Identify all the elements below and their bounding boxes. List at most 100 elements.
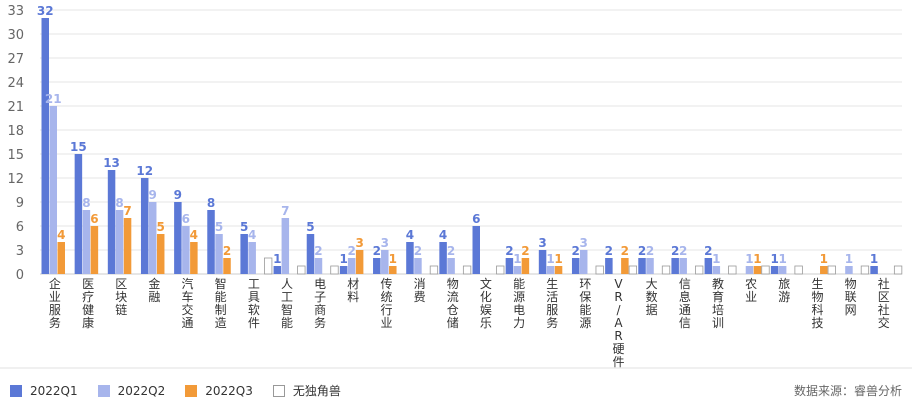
x-category-label: 传统行业 xyxy=(380,276,392,330)
bar-2022q2 xyxy=(579,250,588,274)
bar-value-label: 2 xyxy=(521,244,529,258)
bar-value-label: 7 xyxy=(281,204,289,218)
bar-无独角兽 xyxy=(661,265,671,275)
data-source: 数据来源：睿兽分析 xyxy=(793,384,902,398)
bar-2022q3 xyxy=(753,266,762,274)
bar-2022q2 xyxy=(679,258,687,274)
y-tick-label: 18 xyxy=(7,124,24,139)
bar-2022q2 xyxy=(115,210,124,274)
bar-value-label: 1 xyxy=(554,252,562,266)
bar-value-label: 1 xyxy=(753,252,761,266)
y-tick-label: 30 xyxy=(7,28,24,43)
bar-value-label: 2 xyxy=(347,244,355,258)
x-category-label: 电子商务 xyxy=(314,277,326,330)
x-category-label: 企业服务 xyxy=(49,276,61,330)
bar-value-label: 1 xyxy=(513,252,521,266)
bar-无独角兽 xyxy=(695,265,704,275)
bar-value-label: 1 xyxy=(339,252,347,266)
bar-2022q3 xyxy=(156,234,165,274)
bar-2022q2 xyxy=(745,266,754,274)
bar-2022q2 xyxy=(215,234,223,274)
bar-无独角兽 xyxy=(462,265,472,275)
legend-item-no-unicorn: 无独角兽 xyxy=(272,382,341,399)
bar-无独角兽 xyxy=(728,265,737,275)
bar-value-label: 2 xyxy=(621,244,629,258)
legend-item-2022q1: 2022Q1 xyxy=(10,384,78,398)
legend-swatch-no-unicorn xyxy=(272,384,285,397)
x-category-label: 环保能源 xyxy=(579,277,591,330)
legend-item-2022q2: 2022Q2 xyxy=(97,384,165,398)
bar-value-label: 9 xyxy=(174,188,182,202)
bar-2022q2 xyxy=(49,106,57,274)
x-category-label: 大数据 xyxy=(646,277,658,317)
bar-value-label: 2 xyxy=(414,244,422,258)
bar-2022q1 xyxy=(770,266,779,274)
bar-value-label: 4 xyxy=(439,228,447,242)
x-category-label: 物联网 xyxy=(845,277,857,317)
x-category-label: 工具软件 xyxy=(248,277,260,330)
x-category-label: 社区社交 xyxy=(878,276,890,330)
bar-2022q1 xyxy=(74,154,83,274)
bar-2022q3 xyxy=(355,250,364,274)
legend: 2022Q1 2022Q2 2022Q3 无独角兽 xyxy=(10,382,341,399)
bar-value-label: 1 xyxy=(712,252,720,266)
bar-2022q1 xyxy=(638,258,646,274)
x-category-label: 材料 xyxy=(347,277,359,304)
bar-value-label: 2 xyxy=(704,244,712,258)
bar-value-label: 8 xyxy=(207,196,215,210)
bar-2022q3 xyxy=(621,258,629,274)
bar-无独角兽 xyxy=(827,265,836,275)
y-tick-label: 0 xyxy=(16,268,24,283)
bar-value-label: 2 xyxy=(638,244,646,258)
bar-value-label: 1 xyxy=(770,252,778,266)
bar-value-label: 13 xyxy=(103,156,120,170)
bar-value-label: 1 xyxy=(820,252,828,266)
bar-value-label: 7 xyxy=(123,204,131,218)
bar-value-label: 32 xyxy=(37,4,54,18)
bar-2022q3 xyxy=(820,266,828,274)
x-category-label: 区块链 xyxy=(115,277,127,317)
bar-2022q3 xyxy=(57,242,65,274)
bar-value-label: 1 xyxy=(870,252,878,266)
x-category-label: 智能制造 xyxy=(215,276,227,330)
bar-value-label: 8 xyxy=(82,196,90,210)
bar-无独角兽 xyxy=(628,265,638,275)
bar-2022q1 xyxy=(704,258,713,274)
bar-value-label: 2 xyxy=(605,244,613,258)
x-category-label: 生物科技 xyxy=(811,277,823,330)
y-tick-label: 6 xyxy=(16,220,24,235)
x-category-label: 消费 xyxy=(414,277,426,304)
bar-value-label: 6 xyxy=(90,212,98,226)
bar-2022q1 xyxy=(505,258,514,274)
legend-item-2022q3: 2022Q3 xyxy=(185,384,253,398)
bar-2022q1 xyxy=(870,266,878,274)
legend-swatch-2022q2 xyxy=(97,384,110,397)
x-category-label: V R / A R 硬件 xyxy=(613,277,625,369)
bar-无独角兽 xyxy=(595,265,604,275)
bar-value-label: 1 xyxy=(845,252,853,266)
legend-swatch-2022q1 xyxy=(10,384,22,397)
legend-label-2022q3: 2022Q3 xyxy=(205,383,253,398)
x-category-label: 农业 xyxy=(745,277,757,304)
bar-value-label: 1 xyxy=(546,252,554,266)
bar-value-label: 2 xyxy=(572,244,580,258)
x-category-label: 人工智能 xyxy=(281,277,293,330)
bar-2022q1 xyxy=(571,258,580,274)
x-category-label: 物流仓储 xyxy=(447,277,459,330)
bar-value-label: 5 xyxy=(240,220,248,234)
bar-value-label: 12 xyxy=(136,164,153,178)
x-category-label: 文化娱乐 xyxy=(480,276,492,330)
bar-无独角兽 xyxy=(761,265,770,275)
y-tick-label: 27 xyxy=(7,52,24,67)
y-tick-label: 9 xyxy=(16,196,24,211)
bar-value-label: 5 xyxy=(215,220,223,234)
y-tick-label: 12 xyxy=(7,172,24,187)
bar-2022q1 xyxy=(406,242,414,274)
bar-value-label: 4 xyxy=(406,228,414,242)
bar-value-label: 2 xyxy=(447,244,455,258)
bar-value-label: 1 xyxy=(273,252,281,266)
bar-value-label: 2 xyxy=(505,244,513,258)
bar-2022q2 xyxy=(381,250,389,274)
bar-2022q3 xyxy=(389,266,397,274)
